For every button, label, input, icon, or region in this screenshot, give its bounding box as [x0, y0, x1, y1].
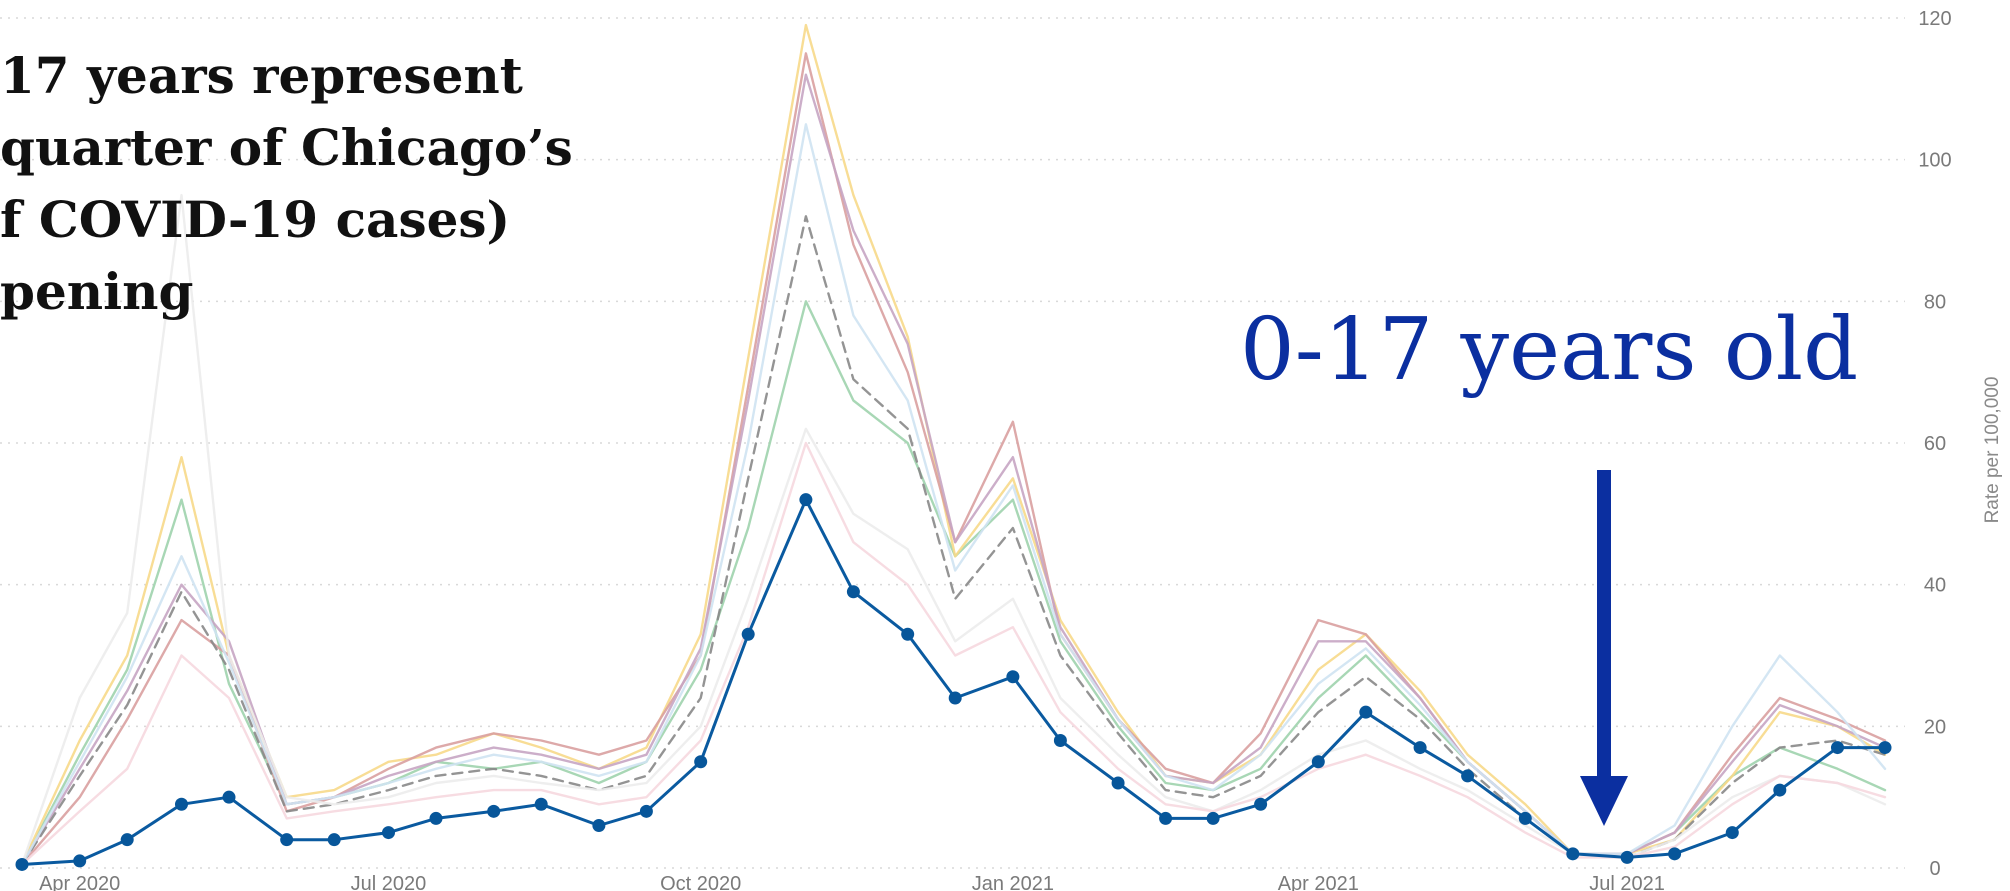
data-point [799, 493, 813, 507]
data-point [1773, 783, 1787, 797]
y-axis: 0 20 40 60 80 100 120 [1918, 8, 1951, 880]
data-point [1518, 811, 1532, 825]
y-tick-label: 120 [1918, 8, 1951, 30]
data-point [846, 585, 860, 599]
series-annotation: 0-17 years old [1240, 300, 1859, 400]
data-point [222, 790, 236, 804]
data-point [592, 819, 606, 832]
data-point [1254, 797, 1268, 811]
data-point [1006, 670, 1020, 684]
data-point [280, 833, 294, 847]
data-point [15, 857, 29, 871]
x-tick-label: Apr 2020 [39, 873, 120, 891]
y-axis-title: Rate per 100,000 [1982, 377, 2003, 524]
data-point [948, 691, 962, 705]
data-point [741, 627, 755, 641]
data-point [120, 833, 134, 847]
x-axis: Apr 2020 Jul 2020 Oct 2020 Jan 2021 Apr 2021… [39, 873, 1665, 891]
data-point [639, 804, 653, 818]
data-point [327, 833, 341, 847]
headline-line: pening [0, 262, 194, 321]
data-point [1668, 847, 1682, 861]
data-point [534, 797, 548, 811]
data-point [1725, 826, 1739, 840]
y-tick-label: 20 [1924, 716, 1946, 738]
y-tick-label: 80 [1924, 291, 1946, 313]
data-point [381, 826, 395, 840]
headline-line: 17 years represent [0, 46, 523, 105]
data-point [1159, 811, 1173, 825]
headline-line: f COVID-19 cases) [0, 190, 511, 249]
y-tick-label: 100 [1918, 150, 1951, 172]
headline-text: 17 years represent quarter of Chicago’s … [0, 40, 640, 328]
data-point [1830, 741, 1844, 755]
data-point [1053, 734, 1067, 747]
x-tick-label: Apr 2021 [1278, 873, 1359, 891]
x-tick-label: Jan 2021 [972, 873, 1054, 891]
data-point [1111, 776, 1125, 790]
data-point [901, 627, 915, 641]
x-tick-label: Jul 2021 [1589, 873, 1665, 891]
y-tick-label: 40 [1924, 575, 1946, 597]
series-lines [15, 23, 1892, 871]
data-point [174, 797, 188, 811]
data-point [694, 755, 708, 769]
series-line [20, 215, 1887, 866]
data-point [73, 854, 87, 868]
data-point [1878, 741, 1892, 755]
data-point [1620, 850, 1634, 864]
data-point [1206, 811, 1220, 825]
arrow-down-icon [1580, 470, 1628, 826]
gridlines [0, 17, 1905, 869]
y-tick-label: 60 [1924, 433, 1946, 455]
data-point [1311, 755, 1325, 769]
data-point [1359, 705, 1373, 719]
x-tick-label: Oct 2020 [660, 873, 741, 891]
data-point [1461, 769, 1475, 783]
data-point [429, 811, 443, 825]
x-tick-label: Jul 2020 [351, 873, 427, 891]
data-point [1566, 847, 1580, 861]
headline-line: quarter of Chicago’s [0, 118, 573, 177]
data-point [487, 804, 501, 818]
data-point [1413, 741, 1427, 755]
y-tick-label: 0 [1929, 858, 1940, 880]
